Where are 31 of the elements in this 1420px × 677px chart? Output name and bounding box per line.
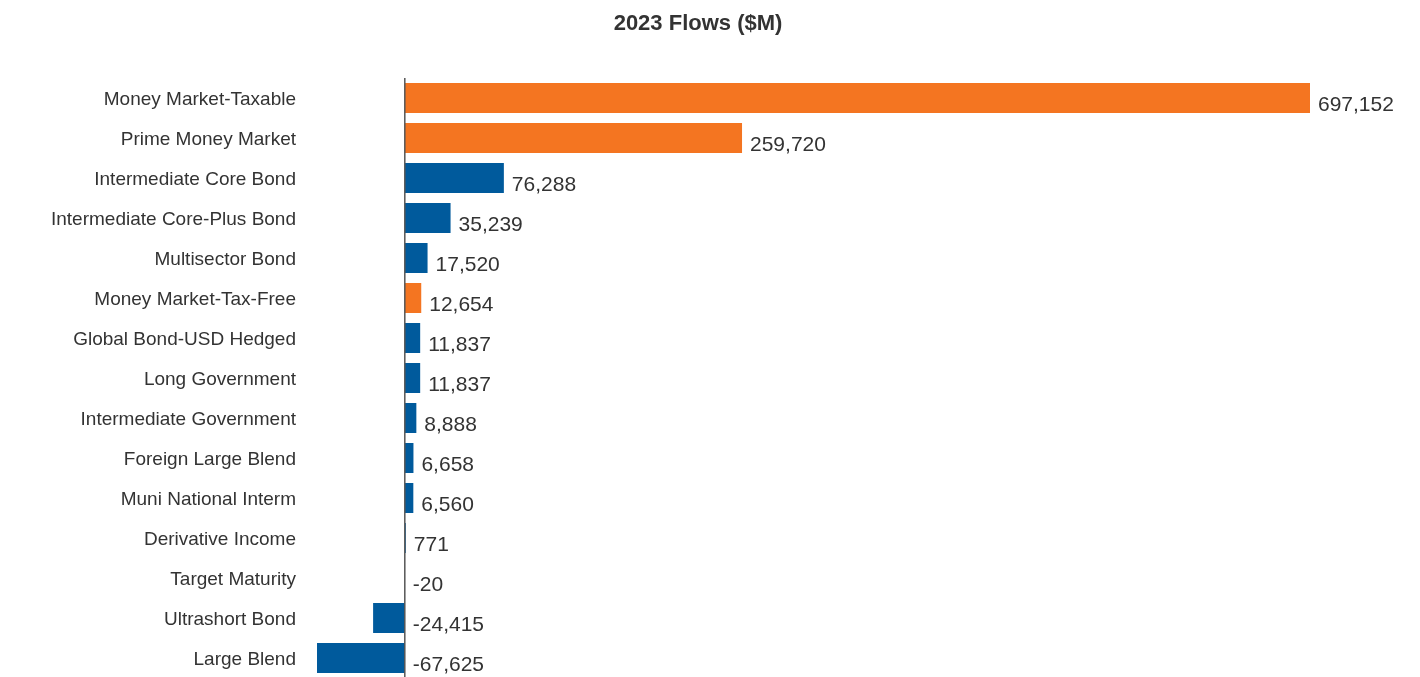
y-tick-label: Global Bond-USD Hedged [73, 327, 296, 349]
data-label: -20 [412, 572, 444, 596]
chart-title: 2023 Flows ($M) [613, 10, 783, 35]
y-tick-label: Long Government [143, 367, 297, 389]
data-label: -24,415 [412, 612, 485, 636]
data-label: 11,837 [428, 332, 491, 356]
data-label: -67,625 [412, 652, 485, 676]
data-label: 6,560 [421, 492, 474, 516]
y-tick-label: Money Market-Taxable [103, 87, 296, 109]
y-tick-label: Target Maturity [170, 567, 297, 589]
y-tick-label: Foreign Large Blend [123, 447, 296, 469]
y-tick-label: Ultrashort Bond [163, 607, 296, 629]
data-label: 76,288 [511, 172, 577, 196]
data-label: 259,720 [750, 132, 826, 156]
y-tick-label: Multisector Bond [154, 247, 296, 269]
y-tick-label: Money Market-Tax-Free [94, 287, 296, 309]
data-label: 697,152 [1318, 92, 1394, 116]
y-tick-label: Large Blend [193, 647, 296, 669]
data-label: 12,654 [429, 292, 494, 316]
data-label: 35,239 [458, 212, 523, 236]
y-tick-label: Intermediate Core Bond [94, 167, 296, 189]
data-label: 8,888 [424, 412, 477, 436]
data-label: 771 [413, 532, 449, 556]
y-tick-label: Intermediate Core-Plus Bond [50, 207, 296, 229]
data-label: 6,658 [421, 452, 475, 476]
y-tick-label: Muni National Interm [120, 487, 296, 509]
data-label: 17,520 [435, 252, 500, 276]
y-tick-label: Derivative Income [143, 527, 296, 549]
y-tick-label: Intermediate Government [80, 407, 297, 429]
y-tick-label: Prime Money Market [120, 127, 297, 149]
data-label: 11,837 [428, 372, 491, 396]
